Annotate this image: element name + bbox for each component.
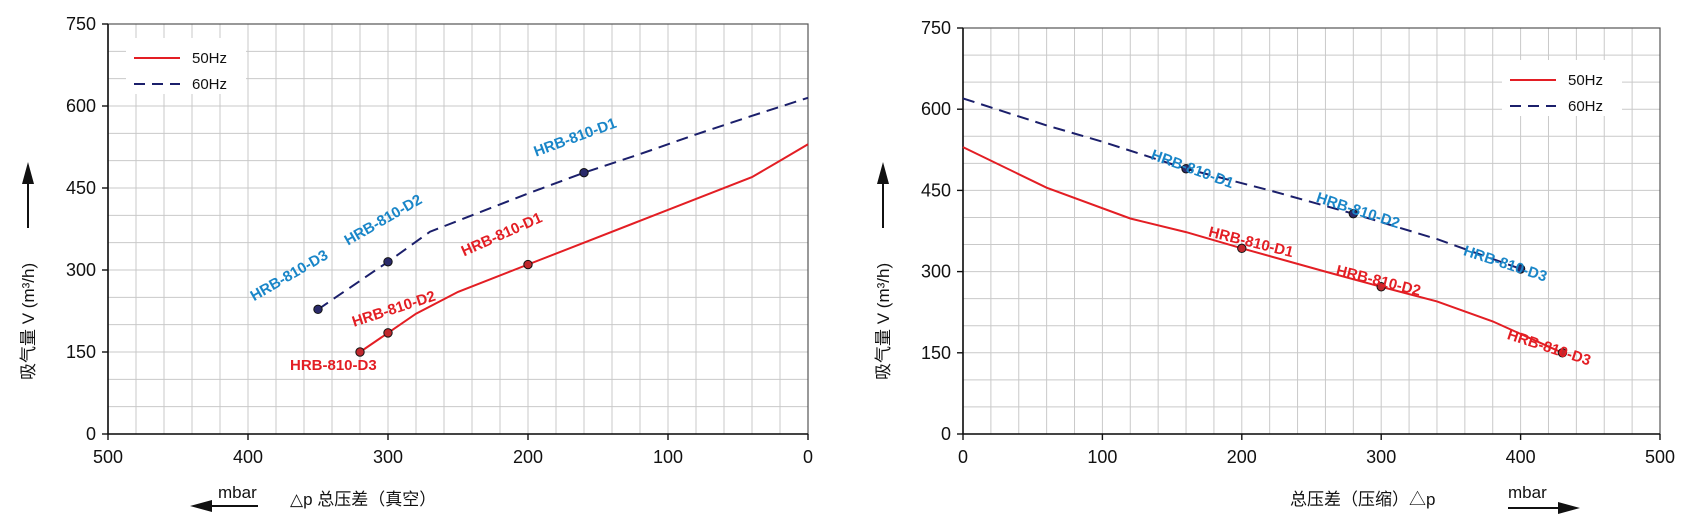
point-label: HRB-810-D3 (1461, 243, 1549, 286)
legend-label: 60Hz (1568, 98, 1603, 115)
point-label: HRB-810-D3 (290, 357, 377, 374)
x-tick-label: 500 (93, 447, 123, 467)
right-arrow-head-icon (1558, 502, 1580, 514)
x-axis-unit: mbar (218, 483, 257, 502)
y-tick-label: 750 (921, 18, 951, 38)
point-label: HRB-810-D1 (1149, 147, 1236, 193)
x-tick-label: 400 (1506, 447, 1536, 467)
y-tick-label: 0 (86, 424, 96, 444)
left-arrow-head-icon (190, 500, 212, 512)
gridlines (108, 24, 808, 434)
data-point (1515, 264, 1526, 274)
y-axis-title: 吸气量 V (m³/h) (874, 162, 893, 380)
y-tick-label: 450 (66, 178, 96, 198)
y-tick-label: 600 (921, 99, 951, 119)
data-point (1237, 243, 1247, 254)
x-tick-label: 400 (233, 447, 263, 467)
y-tick-label: 150 (921, 343, 951, 363)
x-tick-label: 100 (653, 447, 683, 467)
x-axis-unit: mbar (1508, 483, 1547, 502)
y-tick-label: 300 (66, 260, 96, 280)
data-point (1376, 282, 1386, 292)
y-axis-label: 吸气量 V (m³/h) (874, 263, 893, 380)
point-label: HRB-810-D2 (342, 191, 426, 249)
point-label: HRB-810-D1 (1207, 224, 1295, 261)
chart-2: 0 150 300 450 600 750 0 100 200 300 400 500 HRB-810-… (874, 18, 1675, 514)
legend-label: 50Hz (1568, 72, 1603, 89)
y-tick-label: 300 (921, 262, 951, 282)
x-tick-label: 300 (1366, 447, 1396, 467)
x-tick-label: 0 (803, 447, 813, 467)
chart-1: 0 150 300 450 600 750 500 400 300 200 100 0 HRB-810-… (19, 14, 813, 512)
data-point (383, 257, 393, 267)
series-line-50Hz (359, 143, 809, 353)
legend: 50Hz 60Hz (126, 38, 246, 94)
up-arrow-head-icon (877, 162, 889, 184)
point-label: HRB-810-D3 (248, 247, 332, 305)
x-axis-title: 总压差（压缩）△p mbar (1290, 483, 1580, 514)
x-axis-label: 总压差（压缩）△p (1290, 490, 1435, 509)
y-tick-label: 600 (66, 96, 96, 116)
point-label: HRB-810-D1 (532, 115, 619, 161)
data-point (1557, 348, 1568, 358)
legend-box (126, 38, 246, 94)
y-tick-label: 750 (66, 14, 96, 34)
data-point (383, 328, 393, 338)
y-tick-label: 450 (921, 180, 951, 200)
point-label: HRB-810-D3 (1505, 326, 1593, 369)
x-tick-label: 0 (958, 447, 968, 467)
x-tick-label: 500 (1645, 447, 1675, 467)
data-point (1181, 164, 1191, 174)
legend-box (1502, 60, 1622, 116)
data-point (313, 304, 323, 315)
series-line-60Hz (962, 97, 1521, 270)
series-line-50Hz (962, 146, 1563, 354)
data-point (579, 167, 589, 178)
y-axis-label: 吸气量 V (m³/h) (19, 263, 38, 380)
up-arrow-head-icon (22, 162, 34, 184)
data-point (1348, 208, 1359, 219)
x-tick-label: 200 (513, 447, 543, 467)
legend: 50Hz 60Hz (1502, 60, 1622, 116)
x-tick-label: 300 (373, 447, 403, 467)
series-line-60Hz (317, 96, 809, 311)
y-tick-label: 150 (66, 342, 96, 362)
point-label: HRB-810-D2 (1314, 189, 1402, 232)
y-axis-title: 吸气量 V (m³/h) (19, 162, 38, 380)
y-tick-label: 0 (941, 424, 951, 444)
x-axis-label: △p 总压差（真空） (290, 490, 436, 509)
data-point (523, 259, 533, 270)
legend-label: 50Hz (192, 50, 227, 67)
x-axis-title: mbar △p 总压差（真空） (190, 483, 436, 512)
data-point (355, 347, 365, 357)
legend-label: 60Hz (192, 76, 227, 93)
x-tick-label: 200 (1227, 447, 1257, 467)
x-tick-label: 100 (1087, 447, 1117, 467)
